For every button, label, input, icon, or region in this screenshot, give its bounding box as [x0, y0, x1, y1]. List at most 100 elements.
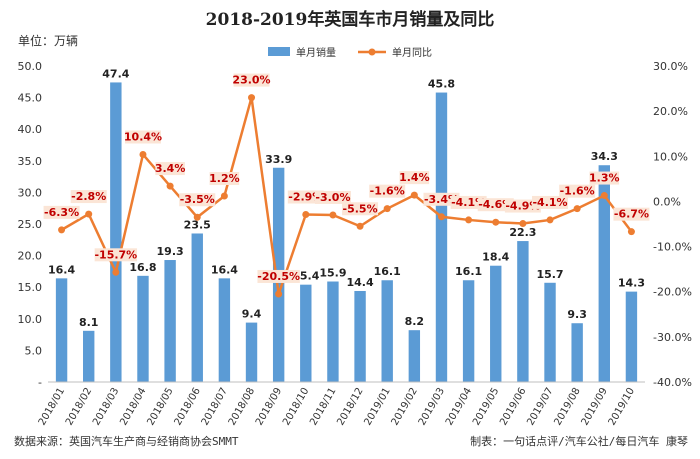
yoy-value-label: 10.4% [124, 130, 162, 143]
bar-value-label: 16.4 [48, 263, 75, 276]
yoy-label-bg [94, 248, 138, 262]
bar-series [55, 82, 638, 382]
yoy-label-bg [209, 172, 240, 186]
bar [137, 275, 149, 382]
yoy-point [600, 192, 608, 200]
bar-value-label: 14.4 [346, 276, 373, 289]
bar-value-label: 16.8 [129, 261, 156, 274]
bar [245, 322, 258, 382]
x-tick-label: 2018/01 [37, 386, 67, 427]
yoy-value-label: 1.3% [589, 172, 620, 185]
y-right-tick: -10.0% [653, 241, 692, 254]
yoy-value-label: -2.8% [71, 190, 106, 203]
yoy-label-bg [450, 195, 487, 209]
yoy-label-bg [287, 190, 324, 204]
y-right-tick: -30.0% [653, 331, 692, 344]
yoy-label-bg [155, 162, 185, 176]
bar [83, 330, 95, 382]
x-tick-label: 2018/05 [145, 386, 175, 427]
legend-line-label: 单月同比 [392, 47, 432, 59]
bar [327, 281, 339, 382]
x-tick-label: 2018/08 [227, 386, 257, 427]
bar [517, 241, 529, 382]
yoy-value-label: -6.7% [614, 208, 649, 221]
y-left-tick: 10.0 [18, 313, 43, 326]
yoy-value-label: -4.9% [505, 200, 540, 213]
x-tick-label: 2018/02 [64, 386, 94, 427]
x-tick-label: 2019/08 [552, 386, 582, 427]
yoy-value-label: -20.5% [257, 270, 300, 283]
x-tick-label: 2019/03 [417, 386, 447, 427]
y-right-tick: -40.0% [653, 376, 692, 389]
legend-line-marker [368, 48, 376, 56]
bar-value-label: 22.3 [509, 226, 536, 239]
yoy-value-label: 1.2% [209, 172, 240, 185]
yoy-label-bg [342, 202, 379, 216]
yoy-label-bg [399, 171, 430, 185]
yoy-label-bg [477, 198, 514, 212]
bar [164, 260, 176, 382]
yoy-point [519, 220, 527, 228]
yoy-point [248, 94, 256, 102]
yoy-value-label: -4.1% [451, 196, 486, 209]
x-axis: 2018/012018/022018/032018/042018/052018/… [37, 386, 637, 427]
y-left-tick: 50.0 [18, 60, 43, 73]
legend-bar-swatch [268, 47, 290, 56]
bar [625, 291, 638, 382]
footer-credit: 制表：一句话点评/汽车公社/每日汽车 康琴 [470, 434, 688, 448]
y-left-tick: 15.0 [18, 281, 43, 294]
bar [544, 282, 556, 382]
yoy-point [329, 211, 337, 219]
yoy-label-bg [257, 269, 300, 283]
line-labels: -6.3% -2.8% -15.7% 10.4% 3.4% -3.5% 1.2% 23.0% -… [43, 73, 650, 283]
yoy-point [573, 205, 581, 213]
footer-source: 数据来源：英国汽车生产商与经销商协会SMMT [14, 434, 239, 448]
yoy-label-bg [70, 190, 107, 204]
yoy-label-bg [314, 190, 351, 204]
x-tick-label: 2019/09 [580, 386, 610, 427]
yoy-label-bg [613, 207, 650, 221]
x-tick-label: 2018/10 [281, 386, 311, 427]
bar-value-label: 23.5 [184, 218, 211, 231]
yoy-value-label: -15.7% [94, 248, 137, 261]
bar-value-label: 9.4 [242, 308, 262, 321]
yoy-point [627, 228, 635, 236]
yoy-point [58, 226, 66, 234]
x-tick-label: 2019/07 [525, 386, 555, 427]
chart-title: 2018-2019年英国车市月销量及同比 [206, 9, 495, 30]
legend: 单月销量 单月同比 [268, 46, 432, 59]
x-tick-label: 2019/02 [390, 386, 420, 427]
yoy-value-label: -1.6% [560, 185, 595, 198]
y-left-tick: 5.0 [25, 344, 43, 357]
yoy-point [546, 216, 554, 224]
bar [598, 165, 610, 382]
yoy-label-bg [589, 171, 620, 185]
yoy-value-label: -2.9% [288, 191, 323, 204]
bar-labels: 16.48.147.416.819.323.516.49.433.915.4 15… [48, 67, 645, 328]
y-right-tick: 0.0% [653, 195, 681, 208]
bar [191, 233, 203, 382]
yoy-value-label: -1.6% [370, 185, 405, 198]
bar [435, 92, 448, 382]
yoy-value-label: -4.6% [478, 198, 513, 211]
bar-value-label: 14.3 [618, 277, 645, 290]
yoy-point [139, 150, 147, 158]
yoy-point [193, 213, 201, 221]
yoy-value-label: 1.4% [399, 171, 430, 184]
yoy-value-label: -6.3% [44, 206, 79, 219]
y-left-tick: 25.0 [18, 218, 43, 231]
yoy-point [275, 290, 283, 298]
y-left-tick: 45.0 [18, 92, 43, 105]
yoy-value-label: -5.5% [343, 202, 378, 215]
bar-value-label: 45.8 [428, 78, 455, 91]
yoy-point [410, 191, 418, 199]
yoy-point [383, 205, 391, 213]
x-tick-label: 2019/01 [363, 386, 393, 427]
bar-value-label: 8.2 [405, 315, 425, 328]
bar [381, 280, 393, 382]
yoy-point [112, 268, 120, 276]
yoy-label-bg [423, 192, 460, 206]
y-left-tick: - [38, 376, 42, 389]
